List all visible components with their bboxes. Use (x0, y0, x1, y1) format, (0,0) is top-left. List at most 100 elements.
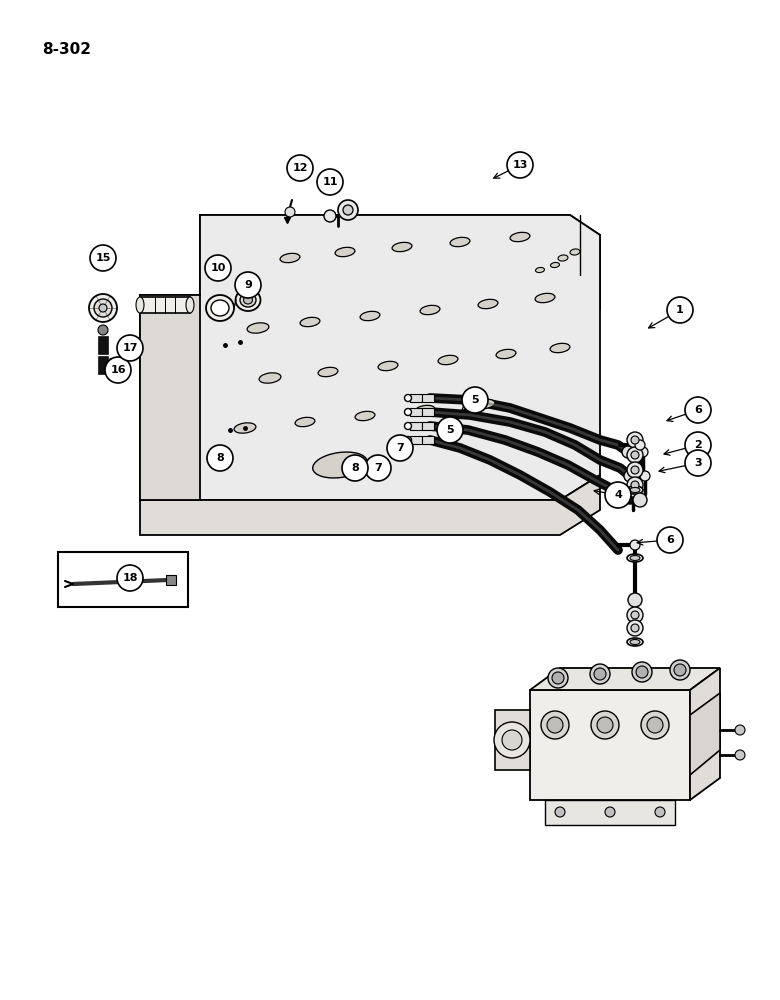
Polygon shape (690, 668, 720, 800)
Ellipse shape (280, 253, 300, 263)
Circle shape (631, 451, 639, 459)
Ellipse shape (295, 417, 315, 427)
Text: 17: 17 (122, 343, 138, 353)
Circle shape (387, 435, 413, 461)
Circle shape (627, 447, 643, 463)
Ellipse shape (240, 293, 256, 307)
Circle shape (735, 725, 745, 735)
Circle shape (317, 169, 343, 195)
Polygon shape (690, 693, 720, 775)
Ellipse shape (243, 296, 253, 304)
Ellipse shape (535, 293, 555, 303)
Text: 2: 2 (694, 440, 702, 450)
Circle shape (597, 717, 613, 733)
Circle shape (627, 462, 643, 478)
Circle shape (89, 294, 117, 322)
Circle shape (541, 711, 569, 739)
Circle shape (555, 807, 565, 817)
Circle shape (342, 455, 368, 481)
Circle shape (632, 662, 652, 682)
Ellipse shape (300, 317, 320, 327)
Ellipse shape (496, 349, 516, 359)
Text: 16: 16 (110, 365, 126, 375)
Circle shape (207, 445, 233, 471)
Text: 10: 10 (211, 263, 225, 273)
Bar (98, 356, 108, 374)
Polygon shape (140, 295, 200, 500)
Circle shape (235, 272, 261, 298)
Ellipse shape (392, 242, 412, 252)
Ellipse shape (558, 255, 568, 261)
Circle shape (547, 717, 563, 733)
Ellipse shape (405, 436, 412, 444)
Text: 7: 7 (396, 443, 404, 453)
Ellipse shape (627, 486, 643, 494)
Ellipse shape (630, 640, 640, 645)
Text: 6: 6 (666, 535, 674, 545)
Circle shape (90, 245, 116, 271)
Polygon shape (200, 215, 600, 310)
Bar (530, 690, 690, 800)
Ellipse shape (420, 305, 440, 315)
Ellipse shape (313, 452, 367, 478)
Circle shape (605, 807, 615, 817)
Circle shape (631, 436, 639, 444)
Circle shape (365, 455, 391, 481)
Ellipse shape (405, 394, 412, 401)
Circle shape (338, 200, 358, 220)
Ellipse shape (627, 638, 643, 646)
Ellipse shape (405, 408, 412, 416)
Text: 4: 4 (614, 490, 622, 500)
Bar (410, 408, 422, 416)
Circle shape (628, 487, 638, 497)
Circle shape (636, 666, 648, 678)
Text: 5: 5 (471, 395, 479, 405)
Polygon shape (530, 668, 720, 690)
Ellipse shape (236, 289, 261, 311)
Bar (545, 800, 675, 825)
Ellipse shape (259, 373, 281, 383)
Text: 13: 13 (512, 160, 528, 170)
Circle shape (205, 255, 231, 281)
Circle shape (638, 447, 648, 457)
Circle shape (627, 432, 643, 448)
Circle shape (647, 717, 663, 733)
Text: 8-302: 8-302 (42, 42, 91, 57)
Circle shape (287, 155, 313, 181)
Circle shape (624, 470, 636, 482)
Bar (422, 394, 434, 402)
Ellipse shape (536, 267, 544, 273)
Circle shape (462, 387, 488, 413)
Circle shape (685, 397, 711, 423)
Circle shape (655, 807, 665, 817)
Circle shape (641, 711, 669, 739)
Ellipse shape (318, 367, 338, 377)
Ellipse shape (510, 232, 530, 242)
Ellipse shape (360, 311, 380, 321)
Text: 6: 6 (694, 405, 702, 415)
Circle shape (99, 304, 107, 312)
Circle shape (685, 450, 711, 476)
Ellipse shape (630, 488, 640, 492)
Bar (422, 422, 434, 430)
Circle shape (590, 664, 610, 684)
Polygon shape (495, 710, 530, 770)
Ellipse shape (186, 297, 194, 313)
Text: 3: 3 (694, 458, 702, 468)
Circle shape (437, 417, 463, 443)
Circle shape (622, 446, 634, 458)
Bar (166, 575, 176, 585)
Ellipse shape (415, 405, 435, 415)
Circle shape (605, 482, 631, 508)
Circle shape (631, 466, 639, 474)
Ellipse shape (211, 300, 229, 316)
Text: 11: 11 (322, 177, 338, 187)
Circle shape (631, 611, 639, 619)
Ellipse shape (335, 247, 355, 257)
Ellipse shape (405, 422, 412, 430)
Circle shape (552, 672, 564, 684)
Ellipse shape (551, 262, 559, 268)
Circle shape (94, 299, 112, 317)
Ellipse shape (206, 295, 234, 321)
Bar (410, 394, 422, 402)
